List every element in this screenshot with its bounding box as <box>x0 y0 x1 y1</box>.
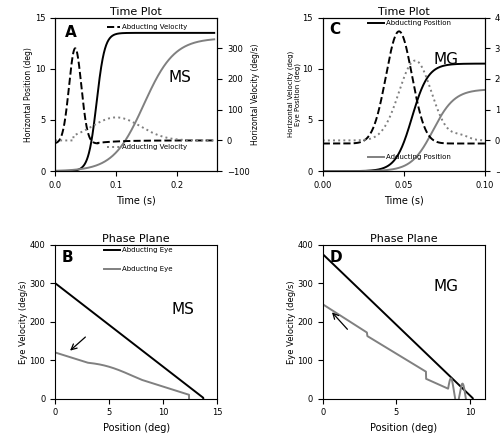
Text: D: D <box>329 250 342 265</box>
Text: MG: MG <box>433 279 458 294</box>
Title: Phase Plane: Phase Plane <box>102 234 170 244</box>
Text: Abducting Position: Abducting Position <box>386 20 451 26</box>
Text: C: C <box>329 22 340 37</box>
Text: Adducting Position: Adducting Position <box>386 154 451 160</box>
Text: MG: MG <box>433 52 458 67</box>
Y-axis label: Horizontal Velocity (deg)
Eye Position (deg): Horizontal Velocity (deg) Eye Position (… <box>287 51 301 138</box>
X-axis label: Time (s): Time (s) <box>116 195 156 205</box>
Text: A: A <box>64 25 76 40</box>
X-axis label: Time (s): Time (s) <box>384 195 424 205</box>
Text: Abducting Eye: Abducting Eye <box>122 266 172 272</box>
Text: MS: MS <box>172 302 195 317</box>
Text: Abducting Eye: Abducting Eye <box>122 247 172 253</box>
Title: Phase Plane: Phase Plane <box>370 234 438 244</box>
Text: Adducting Velocity: Adducting Velocity <box>122 144 186 150</box>
Title: Time Plot: Time Plot <box>110 7 162 17</box>
X-axis label: Position (deg): Position (deg) <box>370 423 438 433</box>
Y-axis label: Horizontal Velocity (deg/s): Horizontal Velocity (deg/s) <box>251 44 260 145</box>
Y-axis label: Horizontal Position (deg): Horizontal Position (deg) <box>24 47 34 142</box>
X-axis label: Position (deg): Position (deg) <box>102 423 170 433</box>
Text: B: B <box>62 250 73 265</box>
Title: Time Plot: Time Plot <box>378 7 430 17</box>
Text: Abducting Velocity: Abducting Velocity <box>122 24 187 30</box>
Y-axis label: Eye Velocity (deg/s): Eye Velocity (deg/s) <box>19 280 28 364</box>
Y-axis label: Eye Velocity (deg/s): Eye Velocity (deg/s) <box>286 280 296 364</box>
Text: MS: MS <box>168 70 192 85</box>
